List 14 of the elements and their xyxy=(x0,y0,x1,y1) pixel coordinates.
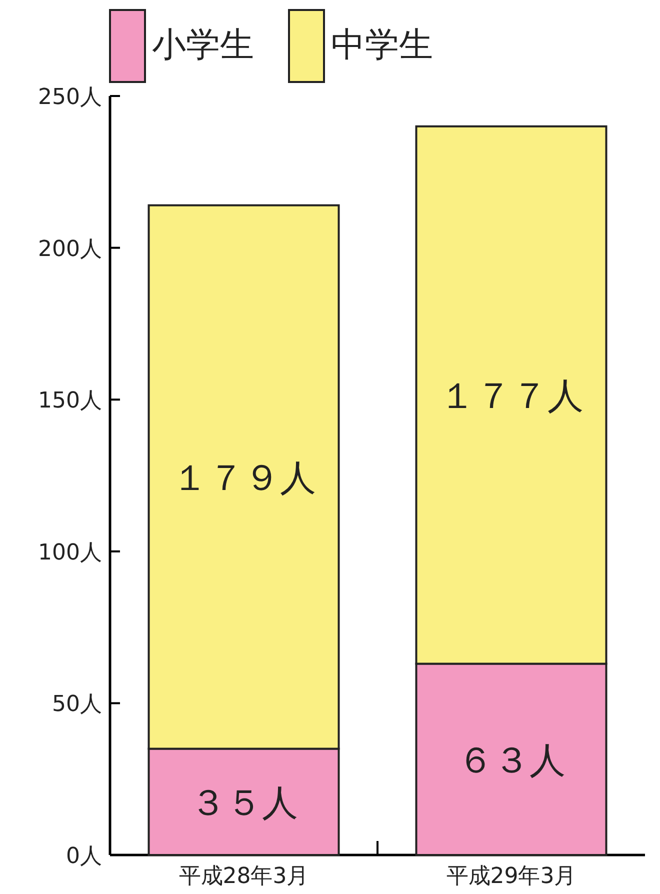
legend-label: 中学生 xyxy=(331,25,433,65)
y-tick-label: 150人 xyxy=(38,388,102,414)
x-tick-label: 平成28年3月 xyxy=(178,864,309,889)
y-tick-label: 200人 xyxy=(38,236,102,262)
legend-label: 小学生 xyxy=(152,25,254,65)
y-tick-label: 250人 xyxy=(38,85,102,110)
data-label: ６３人 xyxy=(457,740,566,782)
data-label: １７９人 xyxy=(172,458,316,500)
data-label: １７７人 xyxy=(439,376,584,418)
data-label: ３５人 xyxy=(190,782,298,824)
x-tick-label: 平成29年3月 xyxy=(446,864,576,889)
y-tick-label: 100人 xyxy=(38,540,102,566)
y-tick-label: 0人 xyxy=(66,844,102,869)
y-tick-label: 50人 xyxy=(52,692,102,718)
